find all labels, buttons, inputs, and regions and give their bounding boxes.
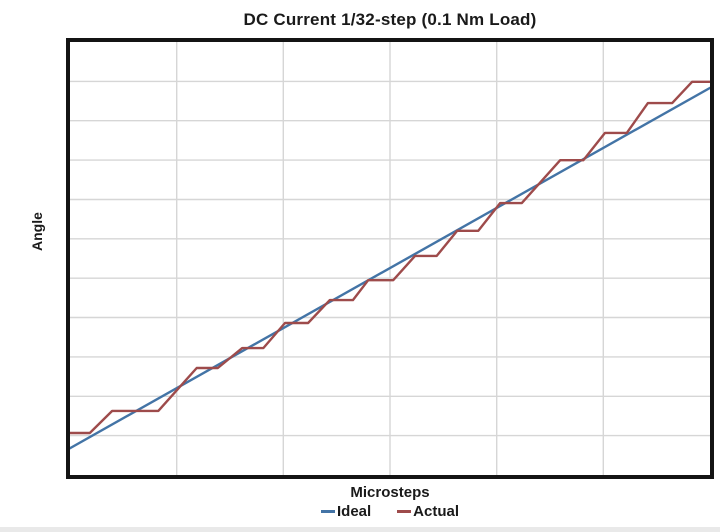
x-axis-title: Microsteps: [350, 484, 430, 501]
legend: Ideal Actual: [70, 503, 710, 520]
legend-item-ideal: Ideal: [320, 503, 372, 520]
plot-area: [70, 42, 710, 475]
y-axis-title: Angle: [29, 212, 45, 251]
plot-frame: [66, 38, 714, 479]
actual-line-swatch: [397, 510, 412, 513]
legend-label-actual: Actual: [413, 503, 460, 520]
legend-item-actual: Actual: [397, 503, 459, 520]
legend-label-ideal: Ideal: [336, 503, 372, 520]
bottom-edge-strip: [0, 527, 720, 532]
chart-title: DC Current 1/32-step (0.1 Nm Load): [243, 10, 537, 29]
ideal-line-swatch: [320, 510, 335, 513]
